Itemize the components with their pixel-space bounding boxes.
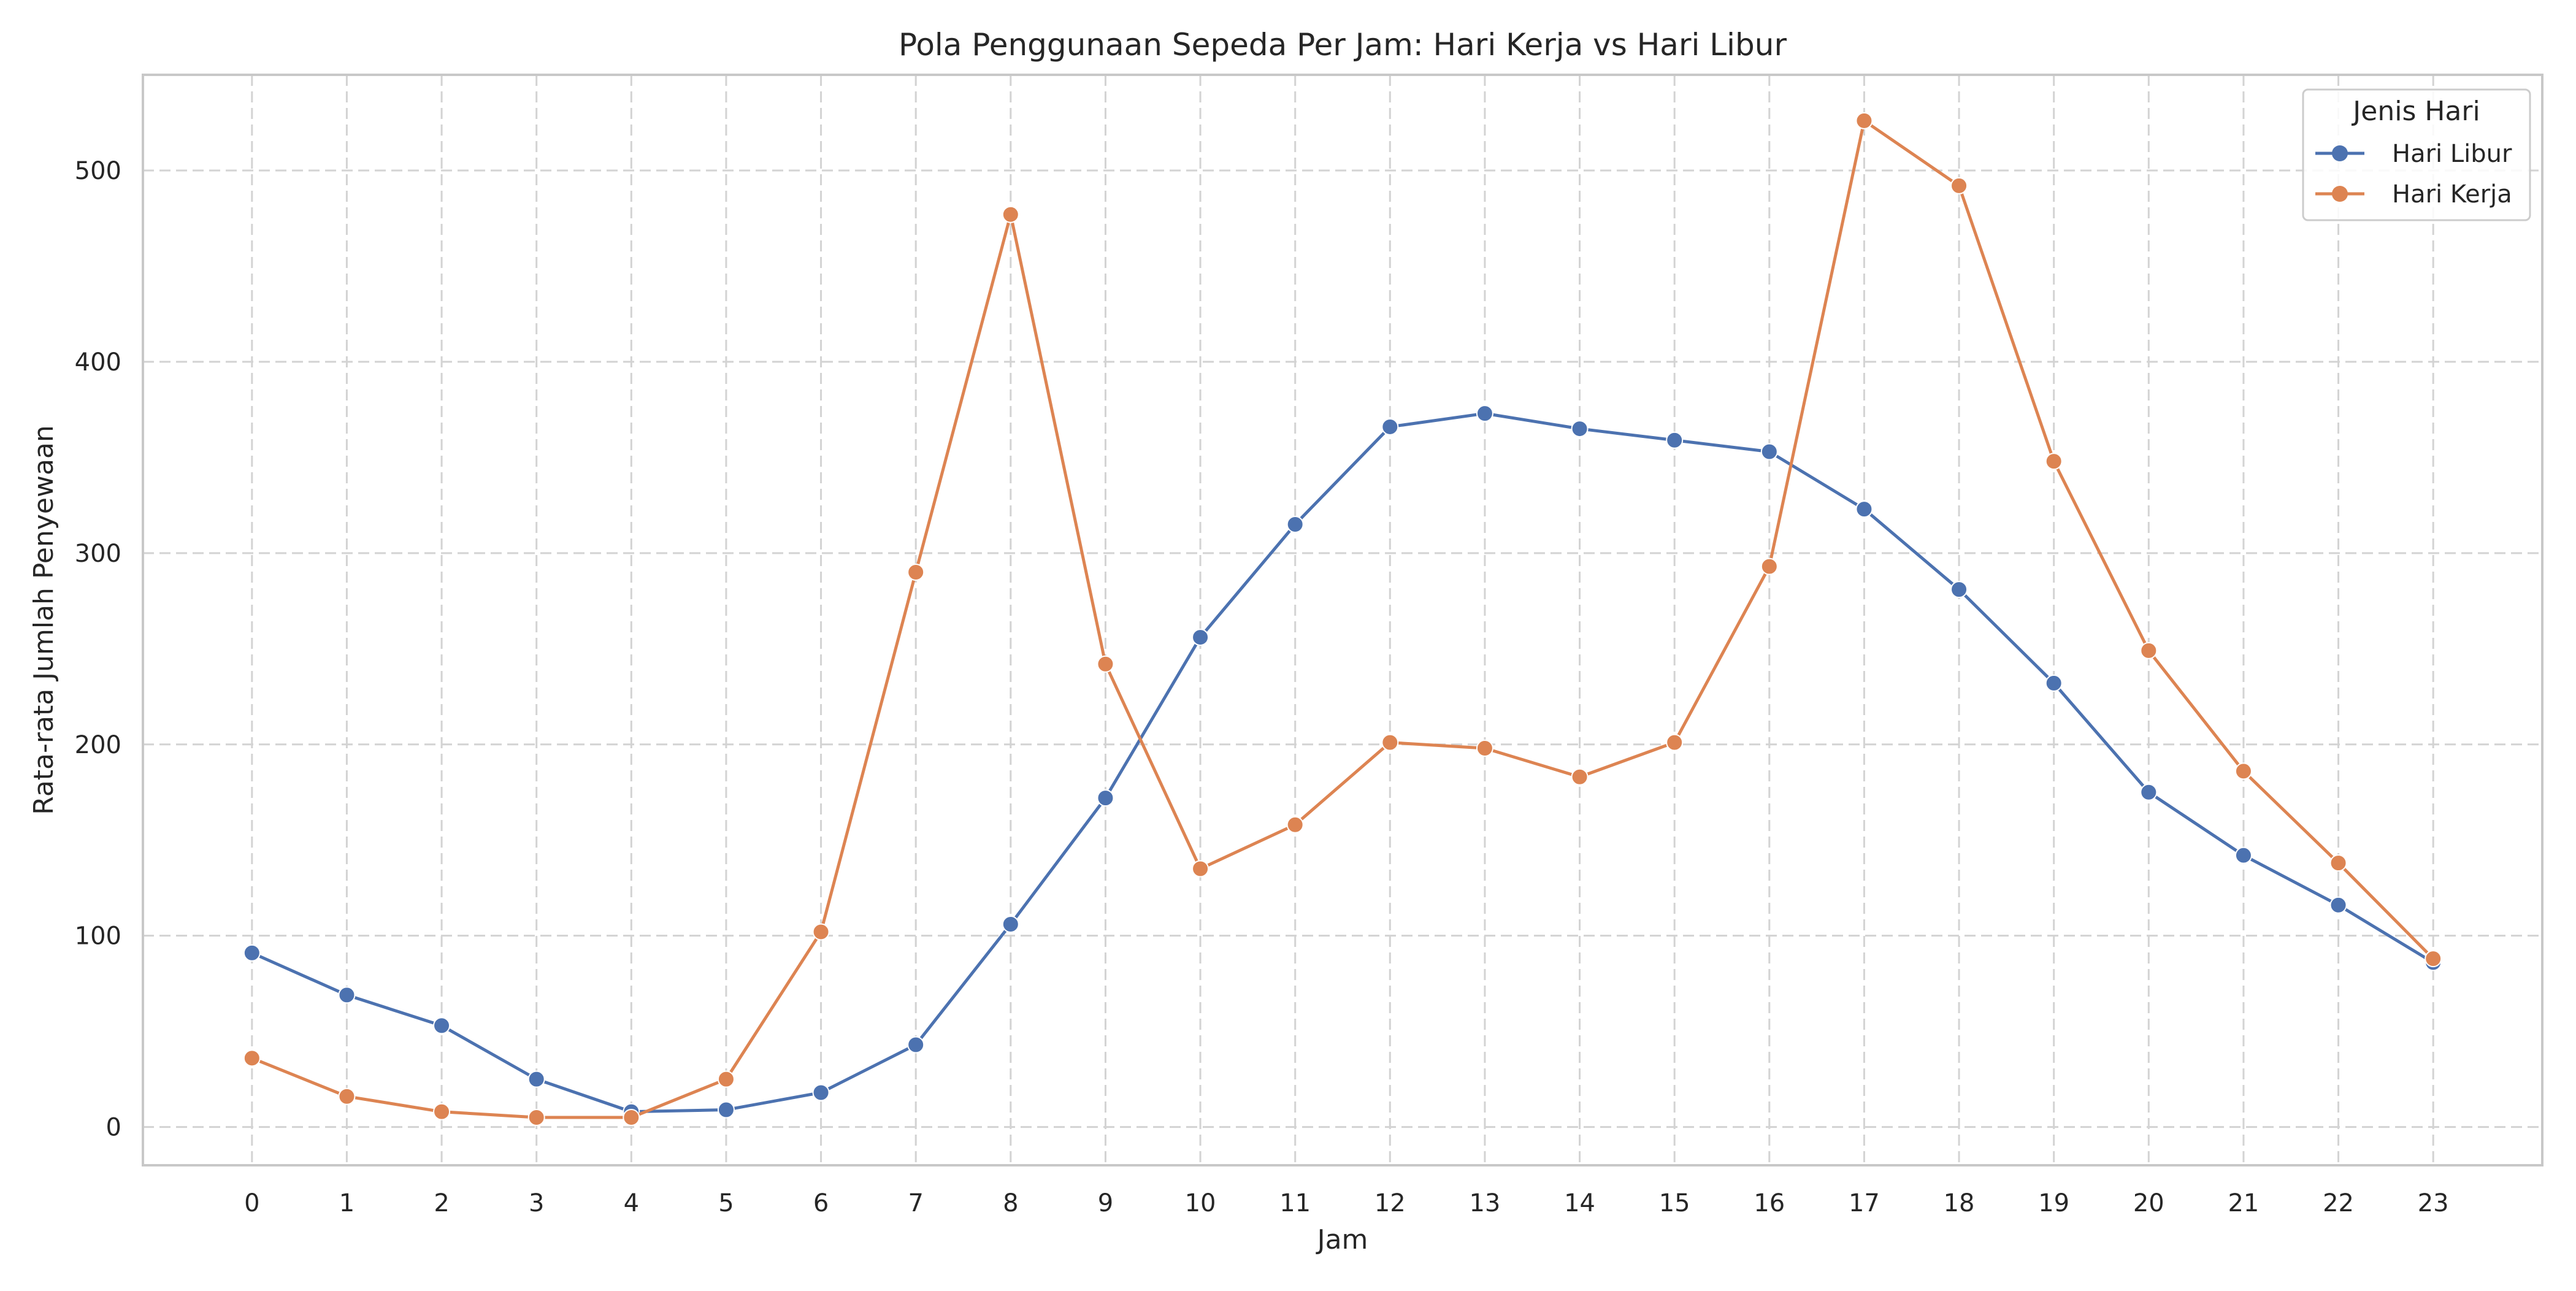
data-point (527, 1109, 545, 1127)
x-tick-label: 7 (908, 1189, 923, 1217)
legend: Jenis Hari Hari Libur Hari Kerja (2302, 88, 2531, 221)
data-point (1381, 418, 1399, 435)
y-tick-label: 400 (75, 348, 121, 377)
x-tick-label: 22 (2323, 1189, 2354, 1217)
x-tick-label: 8 (1003, 1189, 1018, 1217)
series-hari-kerja (243, 112, 2442, 1127)
data-point (1855, 112, 1873, 129)
data-point (1571, 420, 1589, 438)
data-point (1476, 739, 1493, 757)
x-tick-label: 1 (339, 1189, 355, 1217)
data-point (433, 1017, 451, 1035)
x-tick-label: 19 (2038, 1189, 2069, 1217)
data-point (717, 1070, 735, 1088)
x-tick-label: 6 (813, 1189, 829, 1217)
series-hari-libur (243, 405, 2442, 1121)
x-tick-label: 13 (1469, 1189, 1500, 1217)
legend-marker (2332, 145, 2348, 161)
data-point (1286, 816, 1304, 833)
y-tick-label: 300 (75, 540, 121, 568)
y-axis-label: Rata-rata Jumlah Penyewaan (28, 425, 59, 815)
x-tick-label: 23 (2418, 1189, 2449, 1217)
data-point (2329, 854, 2347, 872)
data-point (2234, 846, 2252, 864)
chart-title: Pola Penggunaan Sepeda Per Jam: Hari Ker… (899, 27, 1787, 63)
data-point (1002, 915, 1019, 933)
data-point (433, 1103, 451, 1121)
series-layer (243, 112, 2442, 1127)
data-point (2425, 950, 2442, 968)
grid-lines (143, 75, 2542, 1165)
x-tick-label: 17 (1849, 1189, 1880, 1217)
data-point (1760, 557, 1778, 575)
x-tick-label: 20 (2133, 1189, 2164, 1217)
data-point (243, 1049, 261, 1067)
data-point (1666, 734, 1684, 751)
data-point (1855, 500, 1873, 518)
data-point (2140, 642, 2158, 659)
data-point (1192, 629, 1209, 646)
x-tick-label: 11 (1279, 1189, 1311, 1217)
x-tick-label: 14 (1564, 1189, 1595, 1217)
data-point (1571, 768, 1589, 786)
data-point (2234, 762, 2252, 780)
data-point (338, 1087, 356, 1105)
y-tick-label: 0 (106, 1114, 121, 1142)
data-point (907, 564, 925, 581)
data-point (2045, 674, 2063, 692)
x-tick-label: 16 (1754, 1189, 1785, 1217)
x-tick-label: 3 (529, 1189, 544, 1217)
data-point (812, 1084, 830, 1101)
y-tick-label: 200 (75, 731, 121, 759)
data-point (1476, 405, 1493, 423)
x-tick-label: 10 (1185, 1189, 1216, 1217)
data-point (338, 986, 356, 1004)
data-point (1950, 177, 1968, 194)
x-tick-label: 18 (1944, 1189, 1975, 1217)
plot-frame (142, 74, 2543, 1166)
x-tick-label: 0 (244, 1189, 259, 1217)
x-tick-label: 12 (1374, 1189, 1406, 1217)
series-line (251, 412, 2434, 1114)
legend-label: Hari Libur (2392, 140, 2512, 168)
data-point (2140, 783, 2158, 801)
x-tick-label: 5 (718, 1189, 734, 1217)
legend-label: Hari Kerja (2392, 180, 2512, 209)
data-point (717, 1101, 735, 1119)
legend-marker (2332, 186, 2348, 202)
data-point (243, 944, 261, 962)
data-point (2329, 896, 2347, 914)
x-tick-label: 4 (624, 1189, 639, 1217)
legend-box (2302, 88, 2531, 221)
data-point (1097, 789, 1114, 807)
tick-labels: 0 1 2 3 4 5 6 7 8 9 10 11 12 13 14 15 16 17 18 19 20 21 22 2301… (75, 157, 2449, 1217)
data-point (527, 1070, 545, 1088)
data-point (1002, 205, 1019, 223)
data-point (2045, 453, 2063, 470)
x-axis-label: Jam (1316, 1224, 1368, 1255)
data-point (812, 923, 830, 941)
data-point (1760, 443, 1778, 461)
series-line (251, 119, 2434, 1119)
data-point (623, 1109, 640, 1127)
legend-items: Hari Libur Hari Kerja (2315, 140, 2512, 209)
data-point (1666, 431, 1684, 449)
x-tick-label: 21 (2228, 1189, 2259, 1217)
data-point (1286, 516, 1304, 534)
x-tick-label: 15 (1659, 1189, 1690, 1217)
data-point (1097, 655, 1114, 673)
y-tick-label: 500 (75, 157, 121, 185)
y-tick-label: 100 (75, 922, 121, 951)
data-point (1950, 581, 1968, 599)
data-point (907, 1036, 925, 1054)
data-point (1192, 860, 1209, 878)
legend-title: Jenis Hari (2351, 96, 2480, 127)
x-tick-label: 2 (434, 1189, 449, 1217)
data-point (1381, 734, 1399, 751)
x-tick-label: 9 (1098, 1189, 1113, 1217)
